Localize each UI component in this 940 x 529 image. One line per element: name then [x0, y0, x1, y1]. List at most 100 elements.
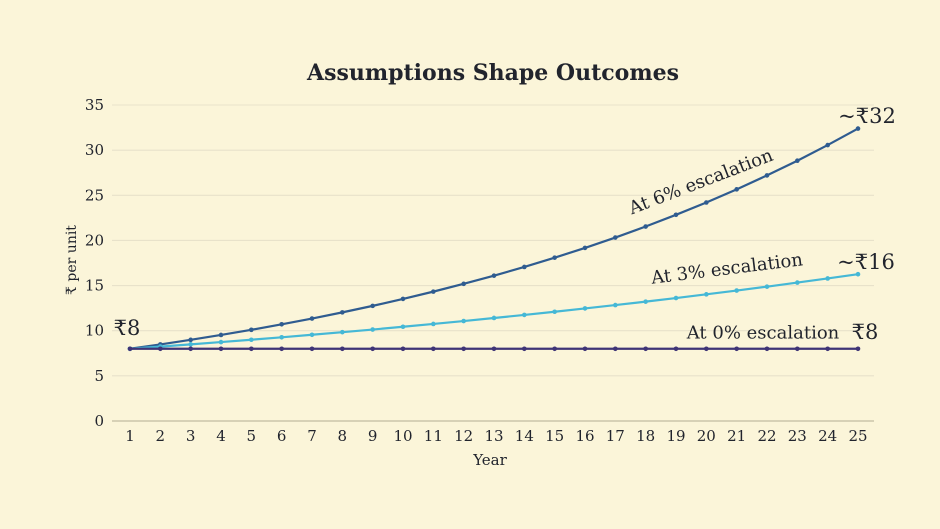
data-point-at-3-escalation	[643, 299, 648, 304]
data-point-at-6-escalation	[673, 212, 679, 218]
y-tick-label: 0	[94, 412, 104, 430]
data-point-at-3-escalation	[673, 295, 679, 301]
x-tick-label: 12	[454, 427, 473, 445]
x-tick-label: 14	[515, 427, 534, 445]
data-point-at-6-escalation	[370, 303, 375, 309]
data-point-at-0-escalation	[461, 346, 466, 352]
data-point-at-0-escalation	[309, 346, 315, 352]
data-point-at-6-escalation	[491, 273, 497, 278]
annotation-label-0pct: At 0% escalation	[686, 322, 840, 344]
data-point-at-0-escalation	[855, 346, 861, 352]
data-point-at-6-escalation	[188, 337, 193, 343]
data-point-at-6-escalation	[795, 158, 800, 164]
x-tick-label: 22	[757, 427, 776, 445]
data-point-at-0-escalation	[704, 346, 709, 352]
data-point-at-6-escalation	[218, 332, 224, 338]
data-point-at-0-escalation	[431, 346, 436, 352]
x-tick-label: 25	[848, 427, 867, 445]
annotation-end-value-6pct: ~₹32	[838, 104, 896, 128]
x-tick-label: 17	[606, 427, 625, 445]
y-tick-label: 35	[85, 96, 104, 114]
data-point-at-6-escalation	[613, 235, 618, 240]
data-point-at-3-escalation	[704, 292, 709, 297]
x-tick-label: 2	[156, 427, 166, 445]
data-point-at-6-escalation	[734, 187, 739, 192]
data-point-at-6-escalation	[855, 126, 861, 131]
data-point-at-3-escalation	[825, 276, 830, 281]
data-point-at-6-escalation	[431, 289, 436, 294]
data-point-at-0-escalation	[673, 346, 679, 352]
x-axis-label: Year	[473, 451, 507, 469]
x-tick-label: 8	[338, 427, 348, 445]
data-point-at-3-escalation	[370, 327, 375, 332]
data-point-at-3-escalation	[613, 302, 618, 308]
data-point-at-0-escalation	[552, 346, 557, 352]
y-tick-label: 15	[85, 277, 104, 295]
y-tick-label: 30	[85, 141, 104, 159]
x-tick-label: 16	[575, 427, 594, 445]
x-tick-label: 13	[484, 427, 503, 445]
data-point-at-0-escalation	[158, 346, 163, 352]
x-tick-label: 4	[216, 427, 226, 445]
y-tick-label: 10	[85, 322, 104, 340]
x-tick-label: 24	[818, 427, 837, 445]
data-point-at-3-escalation	[218, 339, 224, 345]
data-point-at-3-escalation	[764, 284, 770, 289]
x-tick-label: 1	[125, 427, 135, 445]
data-point-at-6-escalation	[582, 245, 588, 251]
data-point-at-3-escalation	[734, 288, 739, 293]
data-point-at-3-escalation	[188, 342, 193, 347]
data-point-at-6-escalation	[249, 327, 254, 333]
x-tick-label: 19	[666, 427, 685, 445]
data-point-at-0-escalation	[613, 346, 618, 352]
y-tick-label: 20	[85, 231, 104, 249]
data-point-at-3-escalation	[340, 329, 345, 335]
data-point-at-6-escalation	[764, 173, 770, 178]
data-point-at-6-escalation	[552, 255, 557, 260]
x-tick-label: 9	[368, 427, 378, 445]
data-point-at-3-escalation	[431, 321, 436, 327]
data-point-at-0-escalation	[795, 346, 800, 352]
annotation-start-value-label: ₹8	[113, 316, 141, 340]
annotation-end-value-0pct: ₹8	[851, 320, 879, 344]
data-point-at-3-escalation	[279, 335, 284, 340]
data-point-at-6-escalation	[309, 316, 315, 321]
data-point-at-0-escalation	[249, 346, 254, 352]
x-tick-label: 10	[393, 427, 412, 445]
data-point-at-6-escalation	[825, 142, 830, 148]
data-point-at-6-escalation	[522, 264, 527, 270]
x-tick-label: 5	[247, 427, 257, 445]
data-point-at-0-escalation	[825, 346, 830, 352]
data-point-at-3-escalation	[582, 306, 588, 311]
data-point-at-3-escalation	[491, 315, 497, 321]
data-point-at-0-escalation	[734, 346, 739, 352]
data-point-at-3-escalation	[309, 332, 315, 338]
x-tick-label: 20	[697, 427, 716, 445]
data-point-at-3-escalation	[400, 324, 406, 330]
data-point-at-0-escalation	[400, 346, 406, 352]
x-tick-label: 23	[788, 427, 807, 445]
data-point-at-0-escalation	[491, 346, 497, 352]
data-point-at-0-escalation	[279, 346, 284, 352]
data-point-at-6-escalation	[279, 322, 284, 327]
x-tick-label: 6	[277, 427, 287, 445]
data-point-at-0-escalation	[340, 346, 345, 352]
data-point-at-6-escalation	[704, 200, 709, 205]
x-tick-label: 21	[727, 427, 746, 445]
data-point-at-0-escalation	[370, 346, 375, 352]
data-point-at-0-escalation	[643, 346, 648, 352]
x-tick-label: 11	[424, 427, 443, 445]
data-point-at-3-escalation	[855, 271, 861, 277]
data-point-at-6-escalation	[400, 296, 406, 302]
x-tick-label: 7	[307, 427, 317, 445]
data-point-at-6-escalation	[643, 224, 648, 229]
x-tick-label: 3	[186, 427, 196, 445]
data-point-at-6-escalation	[340, 310, 345, 315]
data-point-at-3-escalation	[461, 318, 466, 324]
data-point-at-0-escalation	[188, 346, 193, 352]
x-tick-label: 18	[636, 427, 655, 445]
data-point-at-0-escalation	[522, 346, 527, 352]
annotation-end-value-3pct: ~₹16	[837, 250, 895, 274]
